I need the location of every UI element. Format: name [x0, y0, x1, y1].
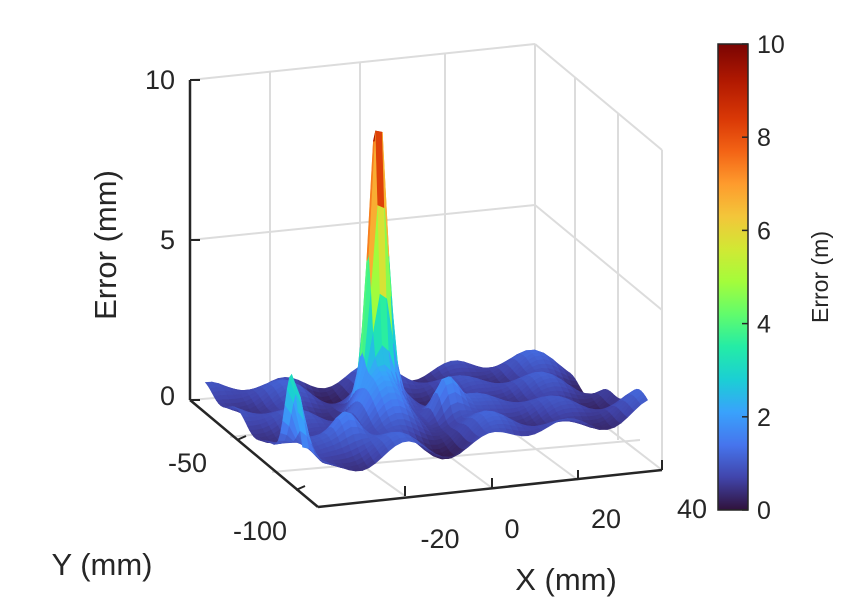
x-tick-labels: -20 0 20 40 [420, 494, 707, 554]
z-tick-label: 5 [160, 225, 175, 255]
x-axis-label: X (mm) [515, 562, 617, 597]
z-tick-label: 0 [160, 381, 175, 411]
surface-patch [638, 395, 649, 405]
x-tick-label: 20 [591, 504, 621, 534]
y-tick-label: -50 [168, 448, 207, 478]
y-tick-label: -100 [233, 516, 287, 546]
colorbar-tick-label: 4 [757, 311, 771, 339]
x-tick-label: -20 [420, 524, 459, 554]
y-axis-label: Y (mm) [51, 547, 152, 582]
z-tick-label: 10 [145, 65, 175, 95]
x-axis-line [317, 468, 663, 509]
y-tick-labels: -50 -100 [168, 448, 287, 546]
error-surface [204, 130, 649, 472]
colorbar-label: Error (m) [807, 231, 833, 323]
colorbar-tick-label: 8 [757, 124, 771, 152]
colorbar-gradient [717, 43, 749, 511]
colorbar-tick-label: 10 [757, 31, 785, 59]
colorbar: 0 2 4 6 8 10 Error (m) [717, 31, 833, 525]
colorbar-ticks: 0 2 4 6 8 10 [742, 31, 785, 525]
z-tick-labels: 10 5 0 [145, 65, 175, 411]
z-axis-label: Error (mm) [88, 170, 123, 320]
x-tick-label: 40 [677, 494, 707, 524]
colorbar-tick-label: 2 [757, 404, 771, 432]
colorbar-tick-label: 0 [757, 497, 771, 525]
colorbar-tick-label: 6 [757, 217, 771, 245]
x-tick-label: 0 [504, 514, 519, 544]
tick-marks [190, 79, 663, 496]
